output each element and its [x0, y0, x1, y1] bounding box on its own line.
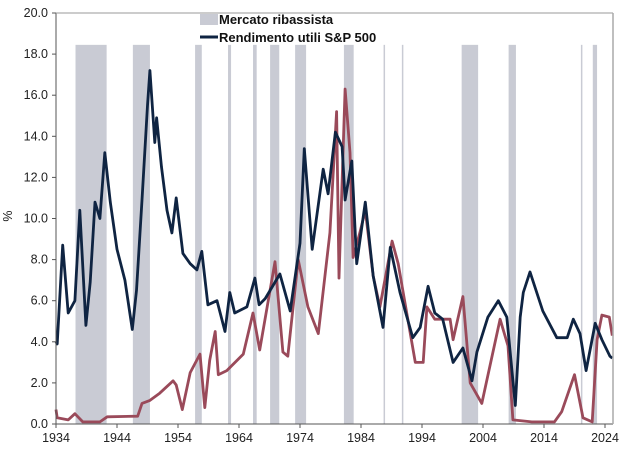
y-tick-label: 8.0 [31, 253, 48, 267]
x-tick-label: 1934 [42, 431, 70, 445]
y-tick-label: 0.0 [31, 417, 48, 431]
y-tick-label: 10.0 [24, 212, 48, 226]
earnings-yield-line [54, 69, 614, 407]
y-tick-label: 20.0 [24, 6, 48, 20]
y-tick-label: 18.0 [24, 47, 48, 61]
y-tick-label: 4.0 [31, 335, 48, 349]
second-series-line [54, 87, 614, 424]
y-tick-label: 12.0 [24, 170, 48, 184]
y-axis-label: % [1, 210, 15, 221]
x-tick-label: 2014 [530, 431, 558, 445]
bear-market-band [343, 44, 354, 424]
x-tick-label: 1954 [164, 431, 192, 445]
bear-market-band [195, 44, 202, 424]
bear-market-band [270, 44, 280, 424]
bear-market-band [253, 44, 257, 424]
x-tick-label: 2024 [591, 431, 619, 445]
axes: 0.0 2.0 4.0 6.0 8.0 10.0 12.0 14.0 16.0 18.0 20.0 1… [24, 6, 619, 445]
bear-market-band [383, 44, 386, 424]
y-tick-label: 6.0 [31, 294, 48, 308]
x-tick-label: 1964 [225, 431, 253, 445]
legend-band-swatch [200, 14, 218, 25]
legend-label-bear-market: Mercato ribassista [219, 12, 334, 27]
x-tick-label: 1994 [408, 431, 436, 445]
x-tick-label: 1984 [347, 431, 375, 445]
bear-market-band [228, 44, 232, 424]
bear-market-bands [75, 44, 598, 424]
x-tick-label: 1944 [103, 431, 131, 445]
bear-market-band [508, 44, 516, 424]
y-tick-label: 14.0 [24, 129, 48, 143]
y-tick-label: 2.0 [31, 376, 48, 390]
legend: Mercato ribassista Rendimento utili S&P … [200, 12, 376, 45]
x-tick-label: 1974 [286, 431, 314, 445]
x-tick-label: 2004 [469, 431, 497, 445]
series-lines [54, 69, 614, 424]
bear-market-band [401, 44, 404, 424]
legend-label-earnings-yield: Rendimento utili S&P 500 [219, 30, 376, 45]
bear-market-band [580, 44, 583, 424]
bear-market-band [592, 44, 598, 424]
y-tick-label: 16.0 [24, 88, 48, 102]
